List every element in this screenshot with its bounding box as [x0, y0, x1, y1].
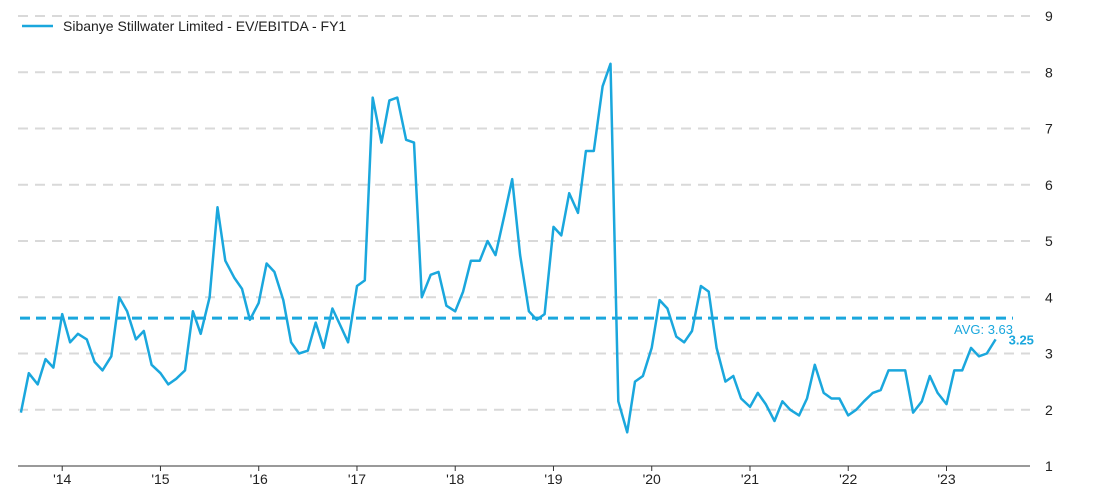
y-tick-label: 9	[1045, 8, 1053, 24]
y-tick-label: 1	[1045, 458, 1053, 474]
x-tick-label: '20	[643, 471, 661, 487]
y-tick-label: 6	[1045, 177, 1053, 193]
average-label: AVG: 3.63	[954, 322, 1013, 337]
x-tick-label: '19	[544, 471, 562, 487]
y-tick-label: 4	[1045, 289, 1053, 305]
gridlines	[18, 15, 1030, 411]
x-tick-label: '15	[151, 471, 169, 487]
x-tick-label: '23	[937, 471, 955, 487]
legend[interactable]: Sibanye Stillwater Limited - EV/EBITDA -…	[22, 18, 346, 34]
x-tick-label: '22	[839, 471, 857, 487]
x-tick-label: '18	[446, 471, 464, 487]
series-group: 3.25	[19, 62, 1034, 434]
y-tick-label: 2	[1045, 402, 1053, 418]
x-tick-label: '16	[250, 471, 268, 487]
y-tick-label: 3	[1045, 346, 1053, 362]
y-tick-label: 5	[1045, 233, 1053, 249]
x-tick-label: '21	[741, 471, 759, 487]
last-value-label: 3.25	[1009, 332, 1034, 347]
series-line-0	[19, 62, 997, 434]
y-tick-label: 7	[1045, 121, 1053, 137]
legend-label: Sibanye Stillwater Limited - EV/EBITDA -…	[63, 18, 346, 34]
y-axis-tick-labels: 1 2 3 4 5 6 7 8 9	[1045, 8, 1053, 474]
y-tick-label: 8	[1045, 64, 1053, 80]
x-axis: '14 '15 '16 '17 '18 '19 '20 '21 '22 '23	[18, 465, 1030, 487]
average-line-group: AVG: 3.63	[20, 316, 1013, 337]
x-tick-label: '14	[53, 471, 71, 487]
x-tick-label: '17	[348, 471, 366, 487]
